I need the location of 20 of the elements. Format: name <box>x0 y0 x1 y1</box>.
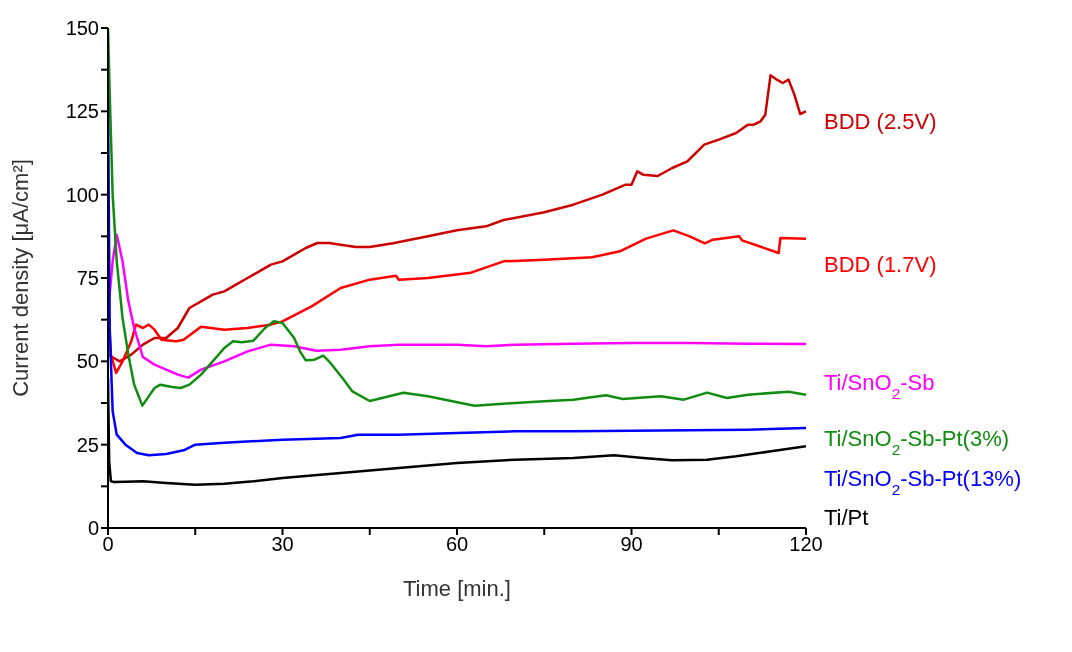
x-tick-label: 60 <box>445 533 469 556</box>
series-label: BDD (2.5V) <box>824 109 937 135</box>
y-tick-label: 100 <box>65 183 99 206</box>
y-tick-label: 150 <box>65 17 99 40</box>
x-tick-label: 0 <box>102 533 114 556</box>
series-label: Ti/SnO$_{2}$-Sb-Pt(3%) <box>824 426 1010 458</box>
series-label: Ti/SnO$_{2}$-Sb <box>824 369 935 402</box>
x-tick-label: 30 <box>271 533 294 556</box>
x-tick-label: 120 <box>789 533 823 556</box>
text: Ti/Pt <box>824 504 869 530</box>
y-tick-label: 50 <box>76 350 99 373</box>
y-axis-title: Current density [μA/cm²] <box>7 159 33 397</box>
x-tick-label: 90 <box>620 533 643 556</box>
y-tick-label: 25 <box>76 433 99 456</box>
y-tick-label: 0 <box>87 517 99 540</box>
x-axis-title: Time [min.] <box>403 576 511 601</box>
y-tick-label: 75 <box>76 267 99 290</box>
y-tick-label: 125 <box>65 100 99 123</box>
series-label: BDD (1.7V) <box>824 251 937 277</box>
series-label: Ti/SnO$_{2}$-Sb-Pt(13%) <box>824 465 1022 498</box>
